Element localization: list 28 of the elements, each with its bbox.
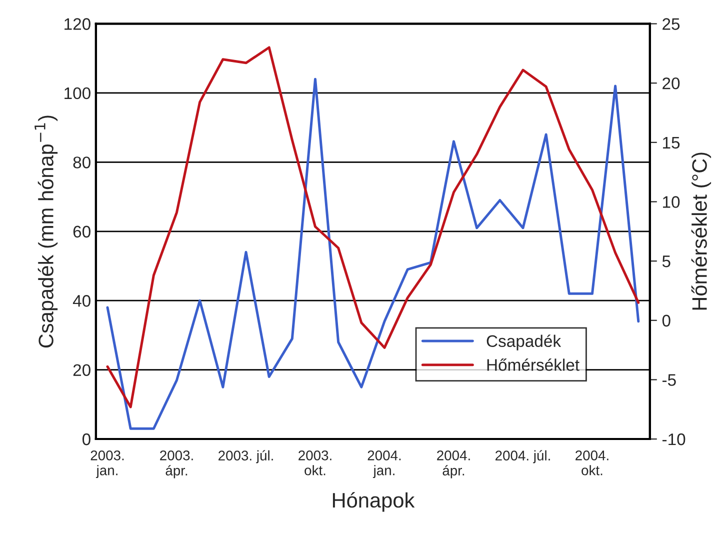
y2-axis-title: Hőmérséklet (°C) [691,152,712,310]
y2-tick-label: 15 [663,136,680,149]
legend-label: Hőmérséklet [487,358,580,371]
y-tick-label: 120 [64,18,90,30]
x-tick-label: 2003. júl. [218,450,273,464]
x-tick-label: 2004. okt. [576,450,608,476]
x-tick-label: 2004. jan. [368,450,401,478]
y2-tick-label: -10 [662,433,686,446]
x-tick-label: 2003. ápr. [160,450,193,478]
x-tick-label: 2003. jan. [90,450,124,478]
y-tick-label: 0 [82,433,90,446]
y-tick-label: 80 [73,156,90,168]
y2-tick-label: 0 [662,314,670,327]
y2-tick-label: -5 [662,374,676,386]
x-tick-label: 2003. okt. [298,450,332,476]
x-tick-label: 2004. ápr. [437,450,470,478]
x-axis-title: Hónapok [332,492,415,512]
y-tick-label: 20 [73,364,90,376]
y2-tick-label: 5 [662,256,670,268]
y-tick-label: 100 [64,87,90,100]
y2-tick-label: 25 [662,18,680,30]
y-axis-title: Csapadék (mm hónap$^{−1}$) [34,116,58,348]
x-tick-label: 2004. júl. [496,450,550,464]
legend-label: Csapadék [486,334,562,350]
y-tick-label: 60 [73,226,90,238]
y2-tick-label: 10 [663,196,680,208]
y2-tick-label: 20 [662,77,680,90]
y-tick-label: 40 [72,295,90,307]
